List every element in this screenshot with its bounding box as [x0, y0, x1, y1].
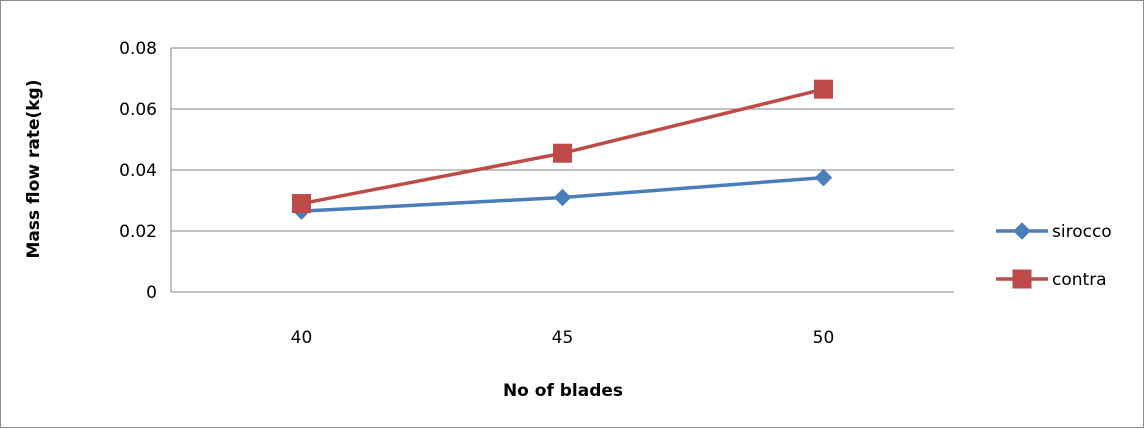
- x-tick-label: 45: [552, 328, 574, 348]
- x-tick-label: 50: [813, 328, 835, 348]
- y-tick-label: 0: [146, 283, 157, 303]
- data-point-contra: [292, 194, 311, 214]
- data-point-sirocco: [553, 188, 572, 207]
- series-group: [292, 79, 833, 220]
- data-point-contra: [553, 143, 572, 163]
- legend-marker-contra: [1012, 269, 1032, 289]
- y-tick-label: 0.06: [119, 100, 157, 120]
- data-point-contra: [814, 79, 833, 99]
- y-tick-label: 0.02: [119, 222, 157, 242]
- series-sirocco: [292, 168, 833, 220]
- legend-label: contra: [1052, 270, 1107, 290]
- legend-label: sirocco: [1052, 222, 1112, 242]
- axes: [170, 48, 954, 293]
- y-axis-title: Mass flow rate(kg): [24, 80, 44, 259]
- series-contra: [292, 79, 833, 214]
- legend-item-contra: contra: [996, 269, 1107, 290]
- legend: sirocco contra: [996, 222, 1112, 290]
- tick-labels: 0 0.02 0.04 0.06 0.08 40 45 50: [119, 39, 834, 348]
- data-point-sirocco: [814, 168, 833, 187]
- x-axis-title: No of blades: [503, 381, 623, 401]
- y-tick-label: 0.04: [119, 161, 157, 181]
- y-tick-label: 0.08: [119, 39, 157, 59]
- legend-item-sirocco: sirocco: [996, 222, 1112, 242]
- x-tick-label: 40: [291, 328, 313, 348]
- legend-marker-sirocco: [1013, 222, 1031, 240]
